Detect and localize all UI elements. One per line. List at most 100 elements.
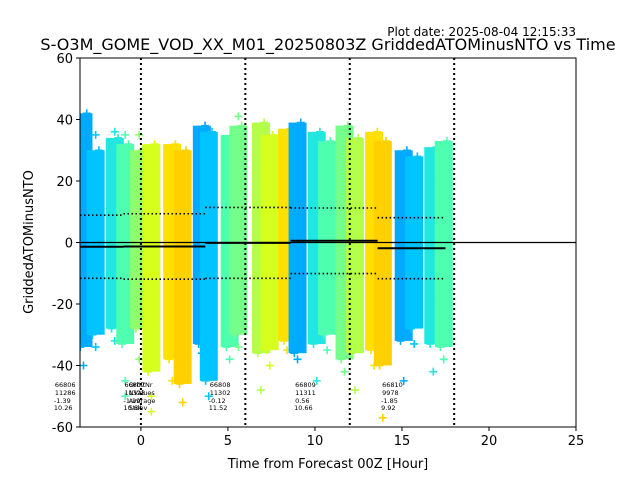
data-point	[410, 157, 419, 166]
data-point-outlier	[439, 355, 448, 364]
data-point	[90, 226, 99, 235]
data-point	[148, 161, 157, 170]
data-point	[222, 144, 231, 153]
data-point	[201, 337, 210, 346]
data-point	[352, 322, 361, 331]
data-point	[94, 203, 103, 212]
data-point	[203, 158, 212, 167]
data-point	[323, 264, 332, 273]
data-point	[207, 127, 216, 136]
stats-header-label: NValues	[129, 389, 156, 397]
data-point	[82, 109, 91, 118]
data-point	[144, 154, 153, 163]
data-point	[406, 190, 415, 199]
data-point	[442, 233, 451, 242]
data-point	[338, 260, 347, 269]
y-axis-label: GriddedATOMinusNTO	[22, 170, 37, 314]
data-point	[144, 260, 153, 269]
data-point	[177, 285, 186, 294]
data-point	[337, 136, 346, 145]
data-point	[441, 285, 450, 294]
data-point	[311, 154, 320, 163]
data-point	[291, 327, 300, 336]
data-point	[262, 312, 271, 321]
data-point-outlier	[293, 355, 302, 364]
data-point	[380, 228, 389, 237]
data-point	[265, 204, 274, 213]
data-point	[366, 141, 375, 150]
data-point	[265, 305, 274, 314]
data-point	[293, 161, 302, 170]
data-point	[427, 198, 436, 207]
data-point	[121, 271, 130, 280]
data-point	[267, 319, 276, 328]
data-point	[166, 234, 175, 243]
data-point	[378, 179, 387, 188]
stats-header-label: Stdev	[129, 404, 148, 412]
data-point	[222, 243, 231, 252]
data-point	[309, 174, 318, 183]
data-point	[231, 330, 240, 339]
data-point	[94, 261, 103, 270]
data-point	[311, 220, 320, 229]
x-tick-label: 20	[481, 434, 498, 449]
data-point	[88, 330, 97, 339]
data-point	[180, 350, 189, 359]
data-point	[279, 303, 288, 312]
data-point	[377, 235, 386, 244]
x-tick-label: 25	[568, 434, 585, 449]
data-point	[324, 276, 333, 285]
data-point	[268, 164, 277, 173]
data-point	[148, 268, 157, 277]
data-point	[110, 139, 119, 148]
data-point	[382, 172, 391, 181]
data-point	[439, 304, 448, 313]
data-point	[181, 255, 190, 264]
data-point	[311, 253, 320, 262]
data-point	[380, 158, 389, 167]
data-point	[144, 225, 153, 234]
data-point	[222, 343, 231, 352]
y-tick-label: 40	[56, 114, 73, 129]
data-point	[352, 255, 361, 264]
data-point	[166, 335, 175, 344]
data-point	[410, 319, 419, 328]
data-point	[441, 252, 450, 261]
data-point	[178, 372, 187, 381]
data-point	[293, 341, 302, 350]
data-point	[319, 209, 328, 218]
data-point	[181, 292, 190, 301]
data-point	[439, 207, 448, 216]
data-point	[181, 219, 190, 228]
data-point	[324, 155, 333, 164]
data-point	[203, 314, 212, 323]
data-point	[237, 317, 246, 326]
data-point	[119, 227, 128, 236]
data-point	[145, 310, 154, 319]
stats-value: 10.26	[54, 404, 73, 412]
data-point	[326, 288, 335, 297]
data-point	[281, 250, 290, 259]
data-point	[81, 131, 90, 140]
data-point	[150, 175, 159, 184]
data-point	[107, 145, 116, 154]
data-point	[91, 324, 100, 333]
data-point	[378, 284, 387, 293]
stats-value: 11.52	[209, 404, 228, 412]
data-point-strip	[405, 152, 424, 348]
data-point	[410, 184, 419, 193]
data-point	[309, 339, 318, 348]
data-point	[408, 254, 417, 263]
data-point	[180, 168, 189, 177]
data-point	[323, 324, 332, 333]
stats-value: 9978	[382, 389, 399, 397]
data-point	[91, 152, 100, 161]
data-point-strip	[173, 146, 192, 407]
data-point	[90, 313, 99, 322]
data-point	[375, 361, 384, 370]
data-point	[234, 258, 243, 267]
data-point	[237, 219, 246, 228]
data-point	[235, 304, 244, 313]
data-point	[262, 278, 271, 287]
